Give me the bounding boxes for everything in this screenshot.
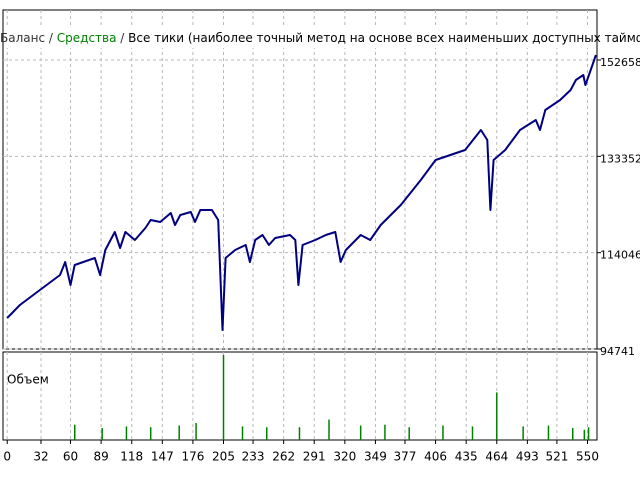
x-tick-label: 176 [181,450,204,464]
y-tick-label: 114046 [600,249,640,262]
x-tick-label: 60 [63,450,78,464]
plot: 94741 114046 133352 152658 0 32 60 89 118 147 176 2… [3,10,640,464]
balance-label: Баланс [0,31,45,45]
x-tick-label: 291 [303,450,326,464]
header-text: Баланс / Средства / Все тики (наиболее т… [0,31,640,45]
x-tick-label: 320 [333,450,356,464]
header: Баланс / Средства / Все тики (наиболее т… [0,28,640,48]
x-tick-label: 262 [272,450,295,464]
x-tick-label: 435 [455,450,478,464]
x-tick-label: 349 [364,450,387,464]
x-tick-label: 118 [120,450,143,464]
x-tick-label: 377 [394,450,417,464]
volume-panel [2,351,598,441]
balance-line [6,54,597,331]
volume-title: Объем [7,373,49,387]
x-tick-label: 550 [576,450,599,464]
x-tick-label: 205 [212,450,235,464]
separator: / [120,31,125,45]
x-tick-label: 0 [3,450,11,464]
y-tick-label: 133352 [600,152,640,165]
main-panel [2,9,598,350]
header-bg [4,28,596,48]
x-tick-label: 32 [33,450,48,464]
y-tick-label: 94741 [600,345,635,358]
equity-label: Средства [57,31,117,45]
x-tick-label: 464 [485,450,508,464]
x-tick-label: 406 [424,450,447,464]
x-tick-label: 233 [242,450,265,464]
x-tick-label: 493 [516,450,539,464]
y-tick-label: 152658 [600,56,640,69]
x-tick-label: 89 [93,450,108,464]
x-tick-label: 521 [545,450,568,464]
subtitle: Все тики (наиболее точный метод на основ… [128,31,640,45]
x-tick-label: 147 [151,450,174,464]
separator: / [49,31,54,45]
